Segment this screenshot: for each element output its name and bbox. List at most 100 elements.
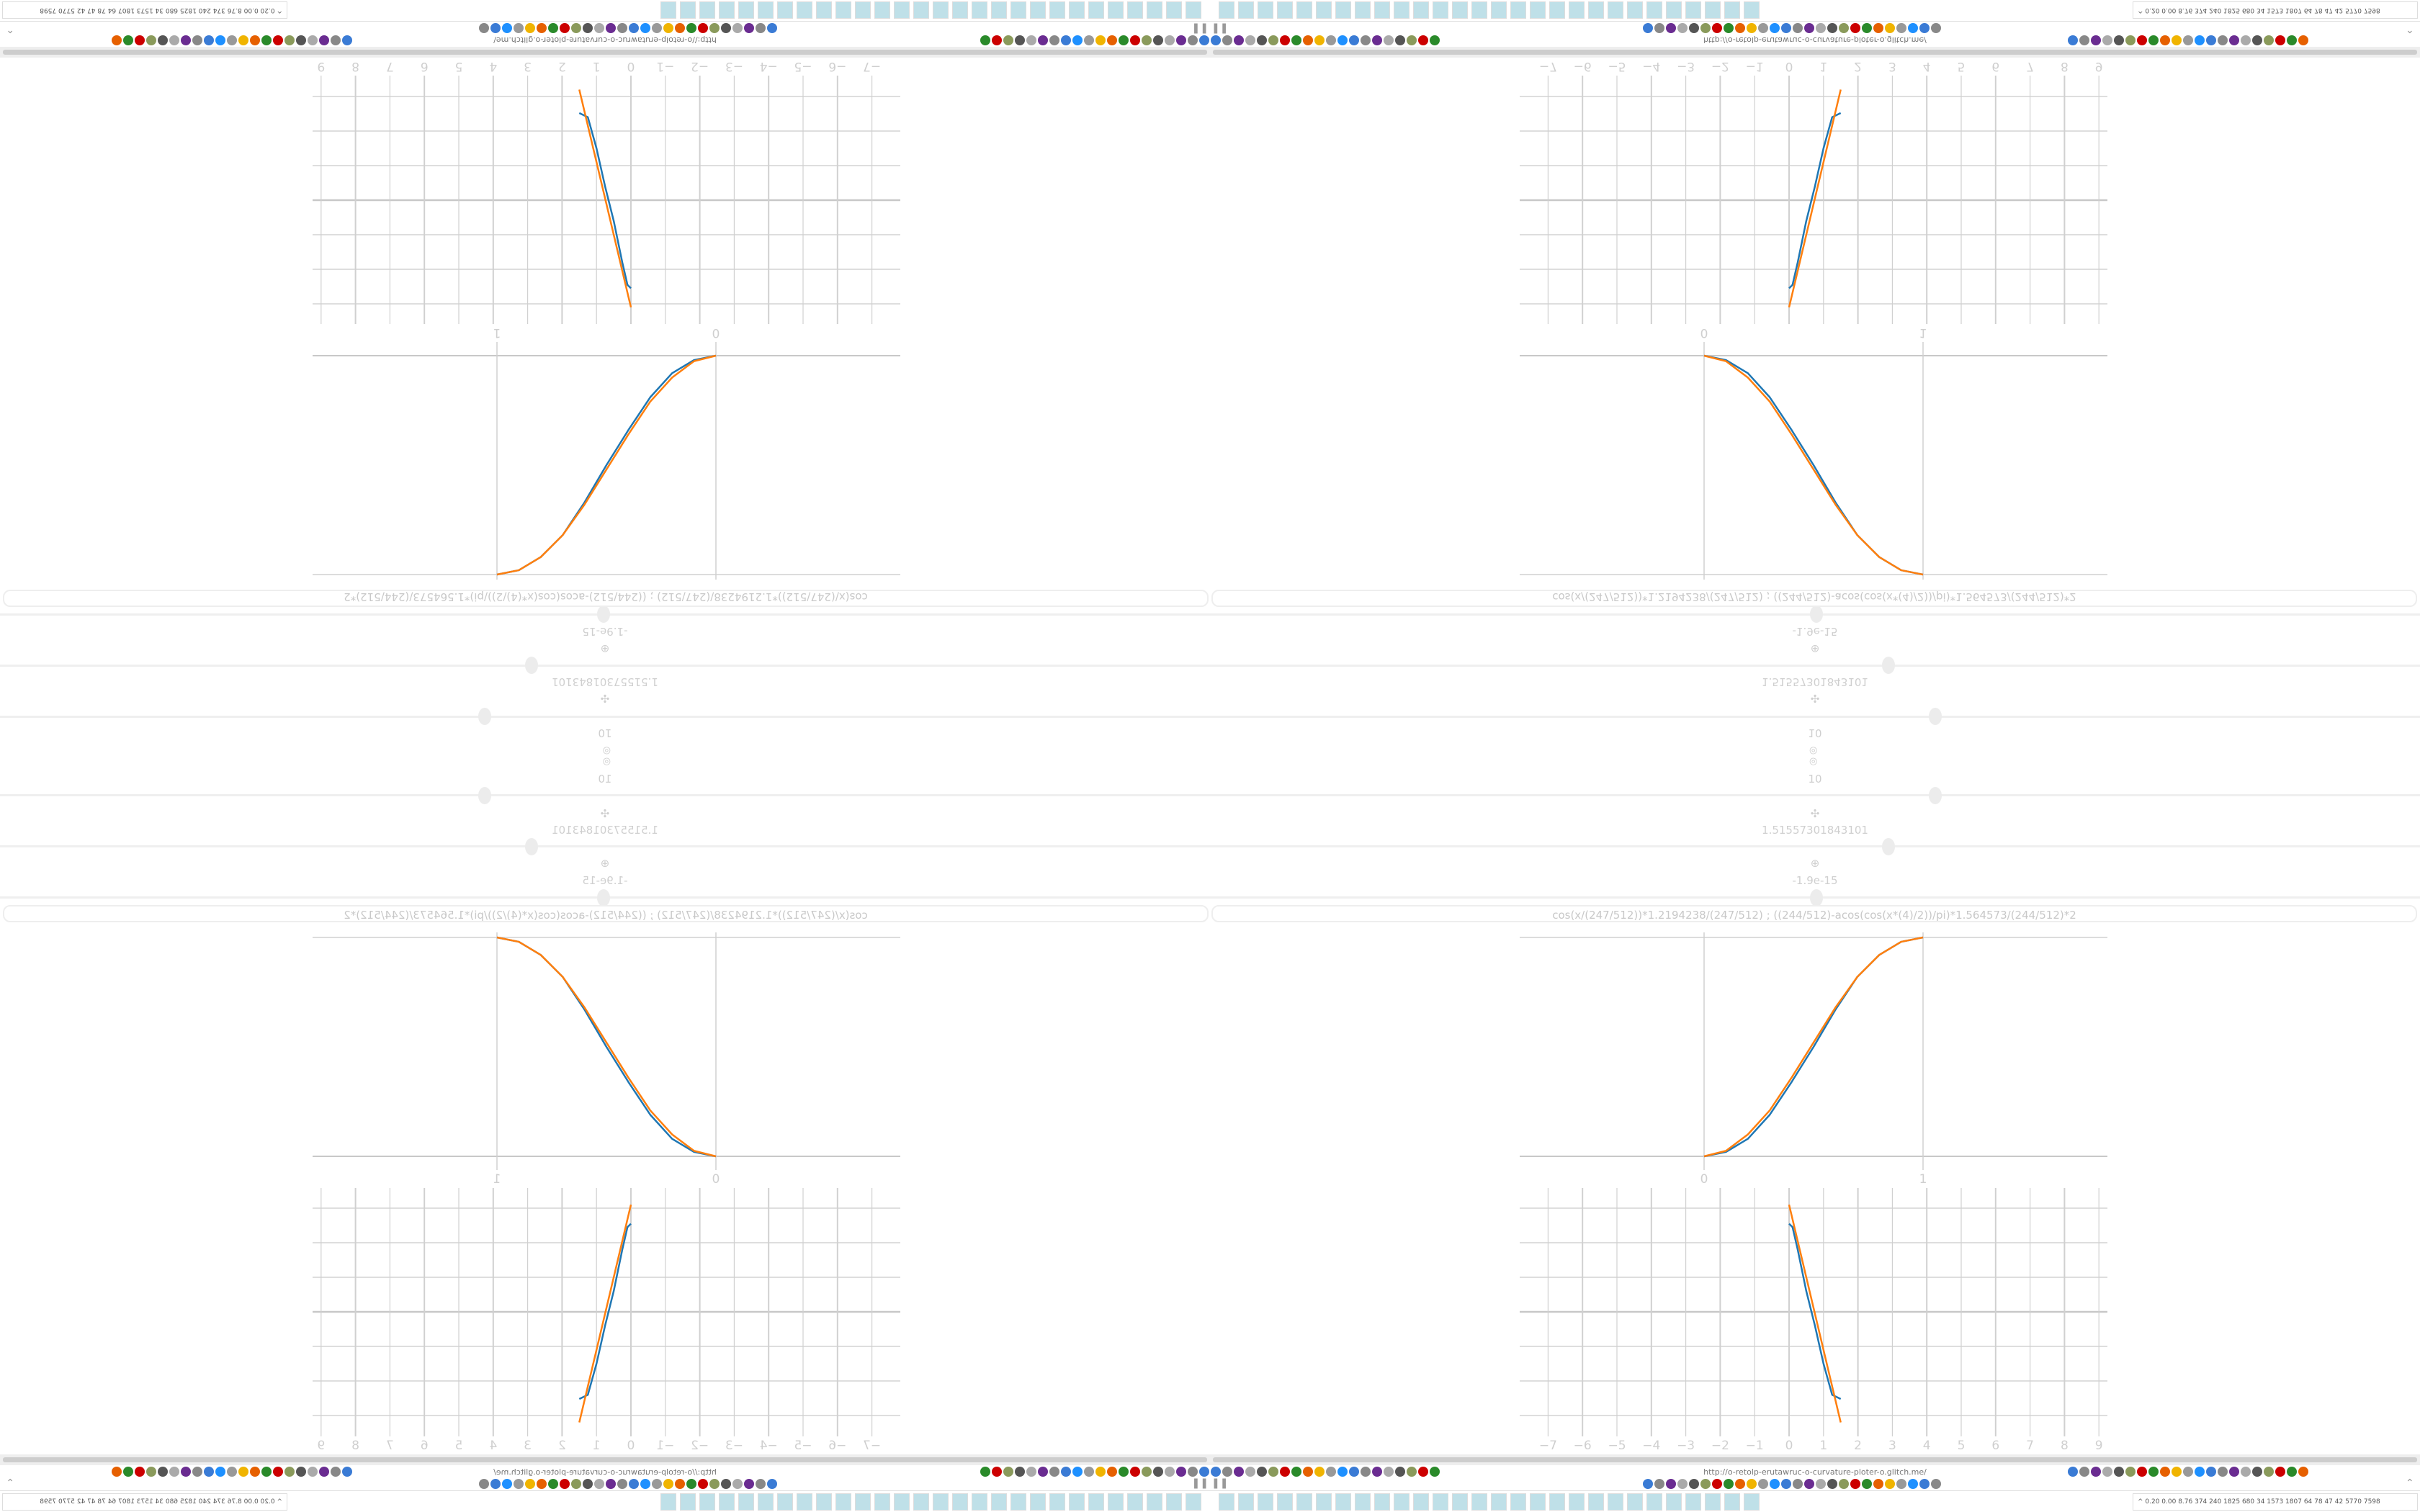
scroll-icon[interactable] [1705, 1, 1721, 19]
speaker-icon[interactable] [721, 1479, 731, 1489]
trash-icon[interactable] [2206, 1467, 2216, 1477]
google-icon[interactable] [571, 23, 581, 33]
floppy-icon[interactable] [1127, 1493, 1143, 1511]
mouse-icon[interactable] [2148, 1467, 2159, 1477]
calculator-icon[interactable] [1608, 1, 1623, 19]
cc-icon[interactable] [1908, 1479, 1918, 1489]
pause-icon[interactable]: ❚❚ [1191, 1477, 1209, 1489]
gear-icon[interactable] [250, 1467, 260, 1477]
plus-icon[interactable] [238, 1467, 248, 1477]
book-icon[interactable] [181, 1467, 191, 1477]
plus-icon[interactable] [2172, 1467, 2182, 1477]
star-icon[interactable] [2079, 1467, 2089, 1477]
speaker-icon[interactable] [732, 1479, 743, 1489]
notepad-icon[interactable] [1355, 1, 1371, 19]
app-icon[interactable] [1510, 1, 1526, 19]
expression-input[interactable]: cos(x/(247/512))*1.2194238/(247/512) ; (… [1211, 905, 2417, 922]
firefox-icon[interactable] [1258, 1493, 1273, 1511]
record-icon[interactable] [2195, 35, 2205, 45]
notepad-icon[interactable] [1049, 1, 1065, 19]
arrow-icon[interactable] [2183, 1467, 2193, 1477]
notepad-icon[interactable] [933, 1, 949, 19]
notepad-icon[interactable] [1433, 1493, 1448, 1511]
dot-icon[interactable] [1361, 1467, 1371, 1477]
app-icon[interactable] [1510, 1493, 1526, 1511]
google-icon[interactable] [1781, 23, 1791, 33]
yandex-icon[interactable] [548, 23, 558, 33]
notepad-icon[interactable] [1413, 1, 1429, 19]
gear-icon[interactable] [2298, 1467, 2308, 1477]
image-icon[interactable] [525, 23, 535, 33]
download-icon[interactable] [2114, 35, 2124, 45]
google-icon[interactable] [1850, 23, 1860, 33]
notepad-icon[interactable] [1452, 1493, 1468, 1511]
globe-icon[interactable] [698, 1479, 708, 1489]
mouse-icon[interactable] [2148, 35, 2159, 45]
image-icon[interactable] [1885, 1479, 1895, 1489]
app-icon[interactable] [894, 1, 910, 19]
notepad-icon[interactable] [1413, 1493, 1429, 1511]
google-icon[interactable] [617, 1479, 627, 1489]
notepad-icon[interactable] [1069, 1493, 1085, 1511]
pause-icon[interactable]: ❚❚ [1211, 1477, 1229, 1489]
monitor-icon[interactable] [1238, 1, 1254, 19]
google-icon[interactable] [1816, 23, 1826, 33]
calculator-icon[interactable] [1569, 1, 1585, 19]
calculator-icon[interactable] [816, 1493, 832, 1511]
yandex-icon[interactable] [1862, 1479, 1872, 1489]
reload-icon[interactable] [308, 35, 318, 45]
calculator-icon[interactable] [1627, 1, 1643, 19]
notepad-icon[interactable] [1394, 1493, 1410, 1511]
gear-icon[interactable] [2298, 35, 2308, 45]
terminal-icon[interactable] [1186, 1, 1201, 19]
ublock-icon[interactable] [2241, 1467, 2251, 1477]
notepad-icon[interactable] [1049, 1493, 1065, 1511]
gear-icon[interactable] [2160, 1467, 2170, 1477]
translate-icon[interactable] [273, 35, 283, 45]
globe-icon[interactable] [698, 23, 708, 33]
puzzle-icon[interactable] [135, 35, 145, 45]
gear-icon[interactable] [1804, 1479, 1814, 1489]
clock-icon[interactable] [1643, 1479, 1653, 1489]
cc-icon[interactable] [1666, 23, 1676, 33]
globe-icon[interactable] [1326, 1467, 1336, 1477]
download-icon[interactable] [296, 1467, 306, 1477]
download-icon[interactable] [296, 35, 306, 45]
speaker-icon[interactable] [1654, 1479, 1664, 1489]
notepad-icon[interactable] [1030, 1, 1046, 19]
google-icon[interactable] [629, 23, 639, 33]
calculator-icon[interactable] [1530, 1493, 1546, 1511]
google-icon[interactable] [1793, 23, 1803, 33]
archive-icon[interactable] [652, 1479, 662, 1489]
speaker-icon[interactable] [756, 23, 766, 33]
scroll-icon[interactable] [1685, 1, 1701, 19]
plus-icon[interactable] [2172, 35, 2182, 45]
download-icon[interactable] [2114, 1467, 2124, 1477]
globe-icon[interactable] [146, 35, 156, 45]
scroll-icon[interactable] [1705, 1493, 1721, 1511]
notepad-icon[interactable] [952, 1493, 968, 1511]
scroll-icon[interactable] [699, 1, 715, 19]
speaker-icon[interactable] [756, 1479, 766, 1489]
scroll-icon[interactable] [719, 1493, 735, 1511]
google-icon[interactable] [560, 23, 570, 33]
dot-icon[interactable] [1384, 1467, 1394, 1477]
globe-icon[interactable] [663, 1479, 673, 1489]
clock-icon[interactable] [767, 23, 777, 33]
shield-icon[interactable] [158, 1467, 168, 1477]
blank-icon[interactable] [1744, 1493, 1760, 1511]
calculator-icon[interactable] [835, 1, 851, 19]
speaker-icon[interactable] [1689, 23, 1699, 33]
headphones-icon[interactable] [1257, 1467, 1267, 1477]
wikipedia-icon[interactable] [1724, 1479, 1734, 1489]
sun-icon[interactable] [1896, 23, 1906, 33]
notepad-icon[interactable] [1452, 1, 1468, 19]
plus-icon[interactable] [238, 35, 248, 45]
globe-icon[interactable] [1245, 1467, 1255, 1477]
sound-icon[interactable] [709, 23, 720, 33]
star-icon[interactable] [331, 1467, 341, 1477]
notepad-icon[interactable] [1433, 1, 1448, 19]
notepad-icon[interactable] [952, 1, 968, 19]
scroll-icon[interactable] [1685, 1493, 1701, 1511]
translate-icon[interactable] [2068, 35, 2078, 45]
